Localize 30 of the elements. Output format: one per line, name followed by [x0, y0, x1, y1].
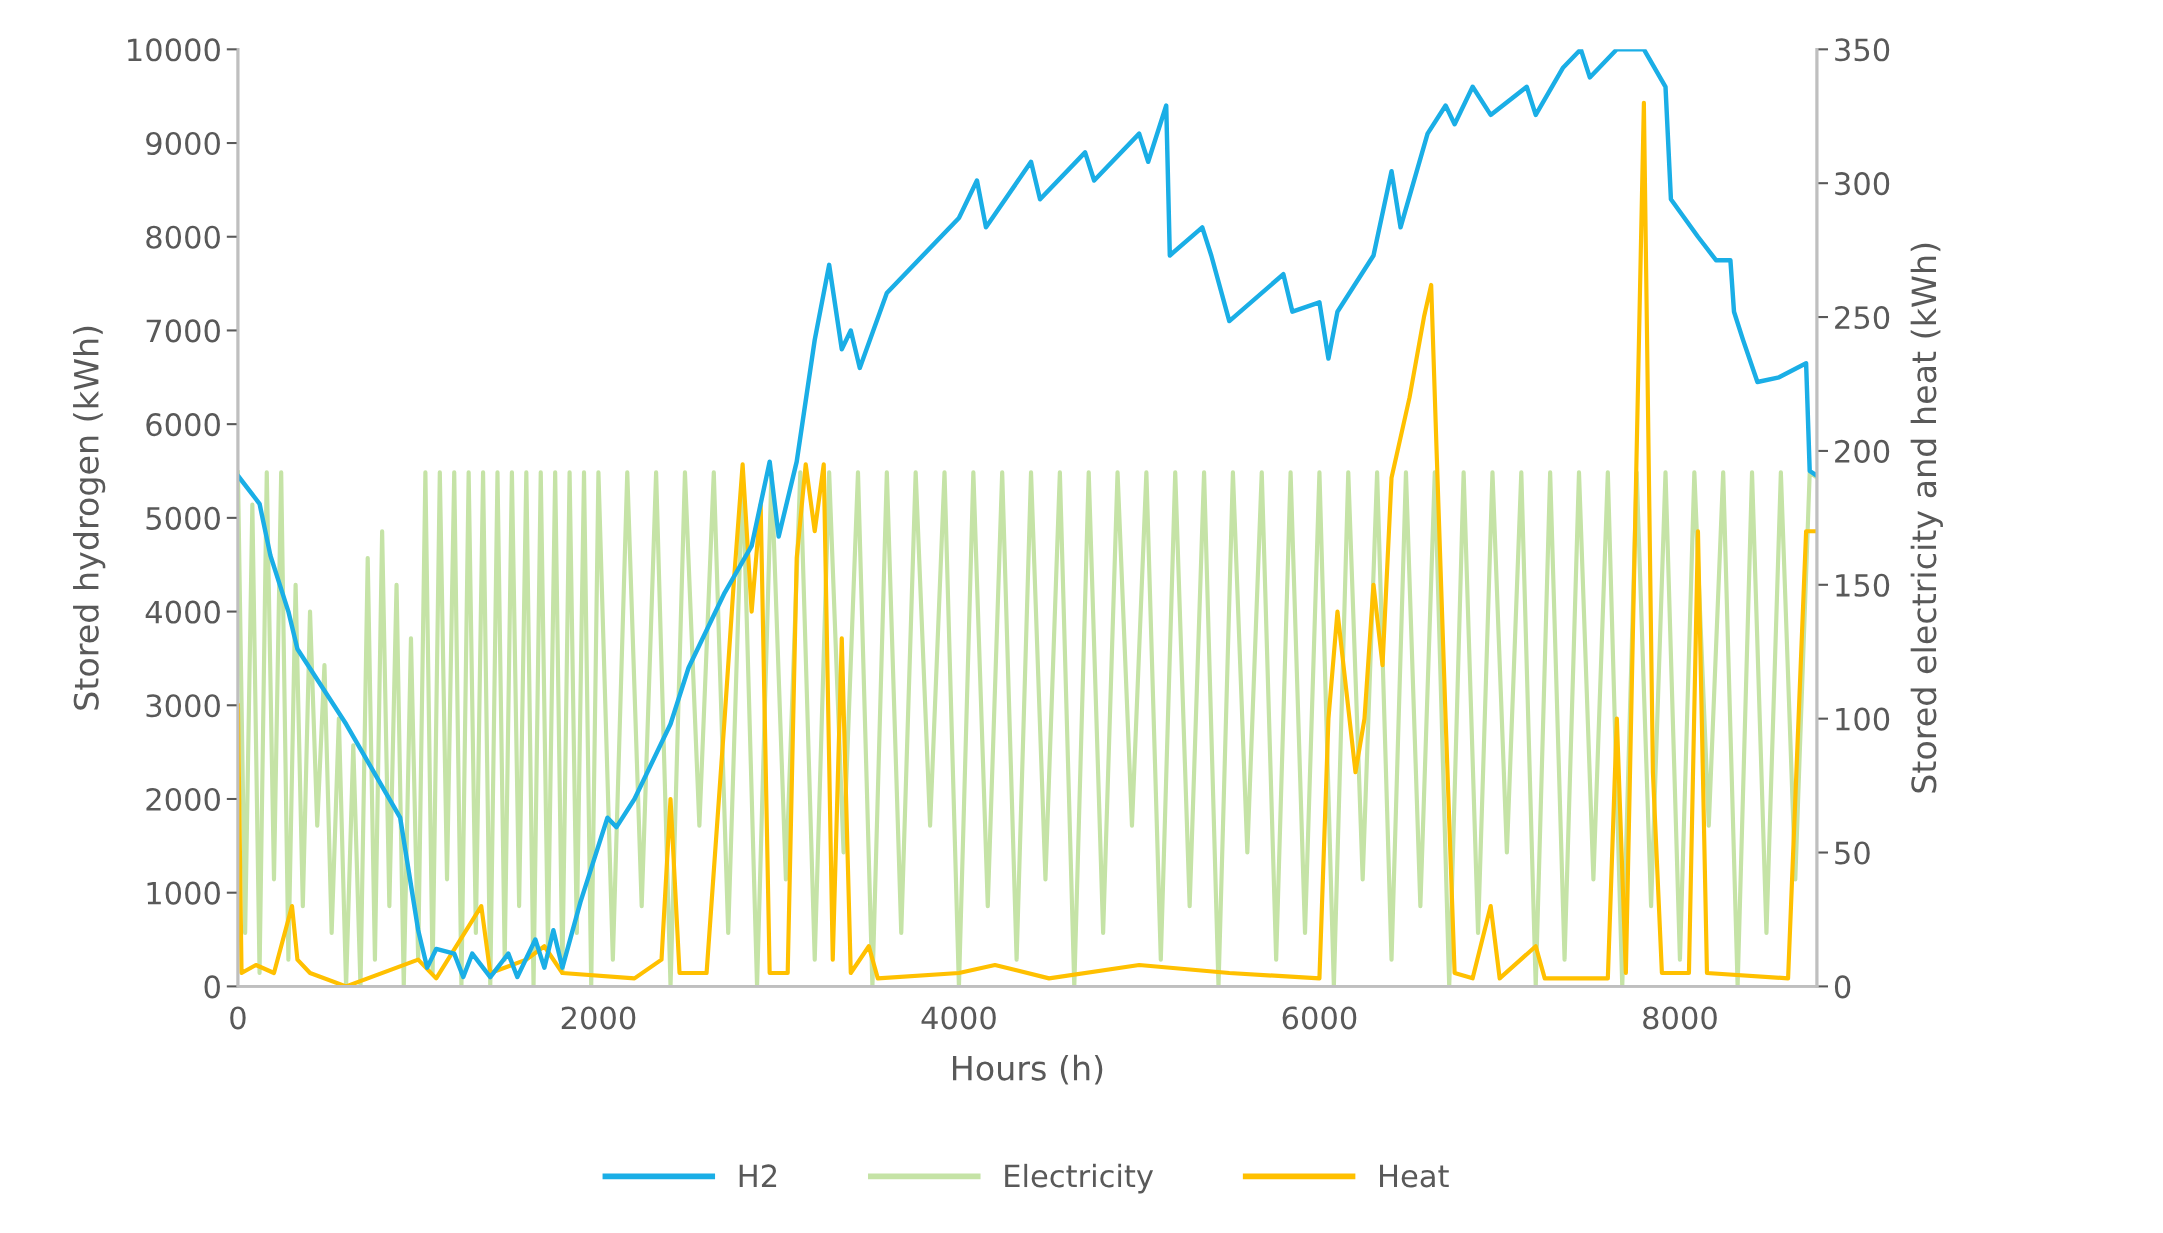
- y2-tick-label: 200: [1835, 439, 1890, 463]
- legend-label: H2: [739, 1164, 777, 1188]
- y-tick-label: 5000: [146, 506, 220, 530]
- y-tick-label: 6000: [146, 413, 220, 437]
- y2-tick-label: 100: [1836, 707, 1890, 731]
- y-tick-label: 3000: [146, 694, 220, 718]
- legend-label: Electricity: [1005, 1163, 1154, 1194]
- y2-tick-label: 300: [1835, 172, 1890, 196]
- x-tick-label: 4000: [921, 1006, 996, 1030]
- y2-tick-label: 50: [1835, 841, 1870, 865]
- y2-tick-label: 150: [1836, 573, 1890, 597]
- y-tick-label: 7000: [146, 319, 220, 343]
- y-tick-label: 2000: [146, 787, 220, 812]
- x-axis-title: Hours (h): [953, 1054, 1103, 1085]
- y-tick-label: 9000: [146, 131, 220, 156]
- y-tick-label: 10000: [128, 38, 220, 62]
- x-tick-label: 6000: [1282, 1006, 1357, 1030]
- legend-label: Heat: [1380, 1164, 1449, 1188]
- x-tick-label: 2000: [561, 1006, 636, 1030]
- y2-tick-label: 250: [1835, 305, 1890, 330]
- y-axis-title: Stored hydrogen (kWh): [73, 326, 106, 710]
- x-tick-label: 8000: [1643, 1006, 1717, 1030]
- y2-tick-label: 0: [1834, 975, 1851, 999]
- x-tick-label: 0: [230, 1006, 246, 1030]
- y-tick-label: 4000: [145, 600, 220, 624]
- y2-tick-label: 350: [1835, 38, 1890, 62]
- y-tick-label: 1000: [147, 881, 220, 905]
- y-tick-label: 8000: [146, 225, 220, 249]
- y2-axis-title: Stored electricity and heat (kWh): [1910, 243, 1943, 793]
- y-tick-label: 0: [204, 975, 220, 999]
